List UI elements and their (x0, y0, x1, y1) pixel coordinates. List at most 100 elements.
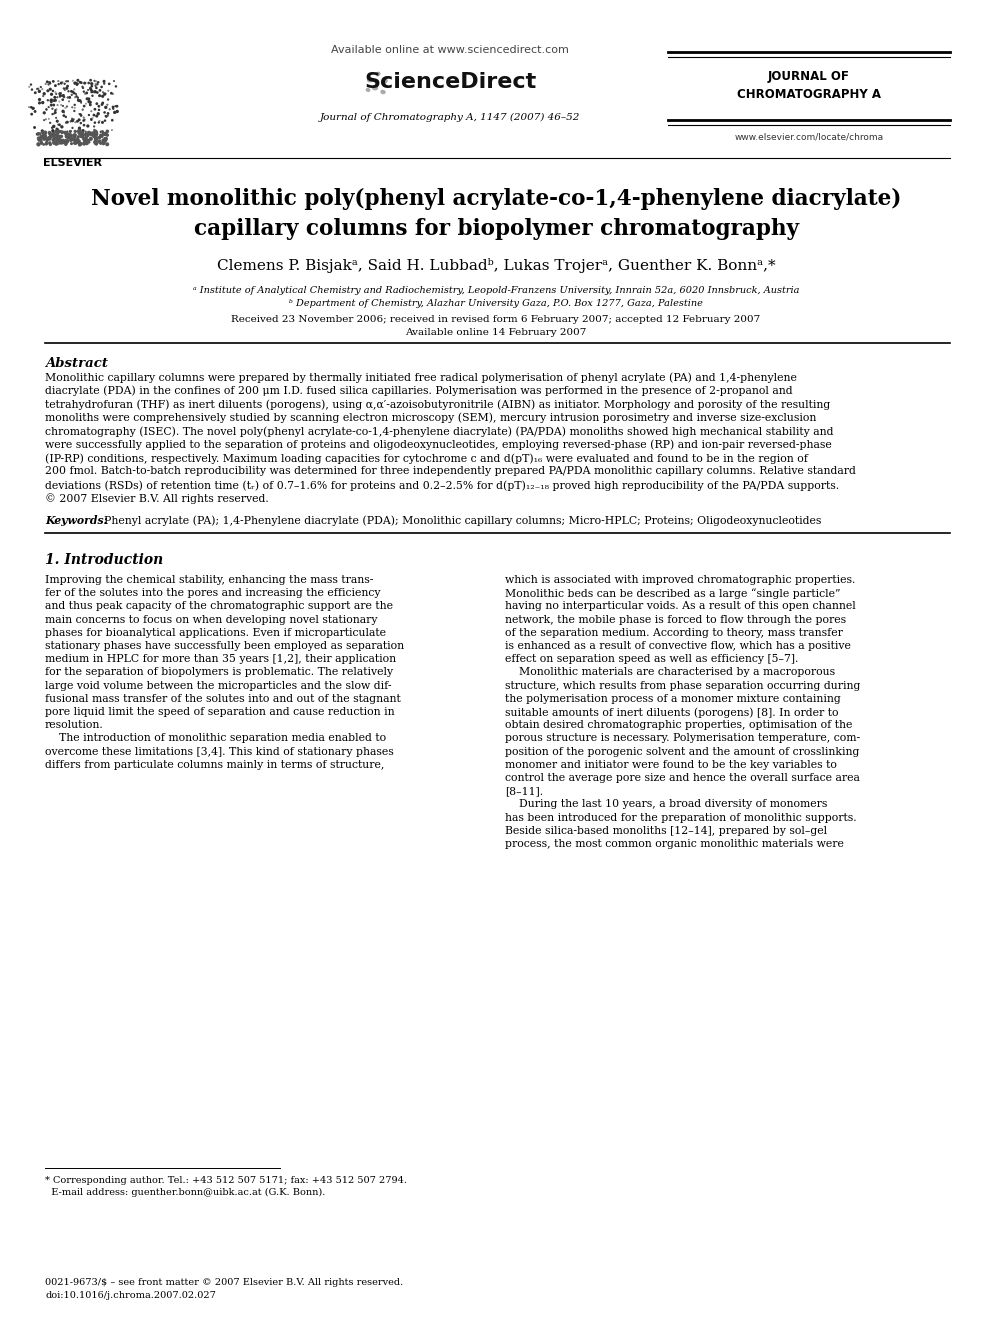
Text: 0021-9673/$ – see front matter © 2007 Elsevier B.V. All rights reserved.: 0021-9673/$ – see front matter © 2007 El… (45, 1278, 404, 1287)
Circle shape (65, 134, 68, 135)
Circle shape (69, 131, 71, 132)
Circle shape (62, 95, 63, 97)
Circle shape (50, 135, 53, 138)
Text: www.elsevier.com/locate/chroma: www.elsevier.com/locate/chroma (734, 134, 884, 142)
Circle shape (102, 139, 105, 142)
Circle shape (39, 99, 41, 101)
Circle shape (84, 142, 86, 143)
Circle shape (80, 115, 81, 116)
Circle shape (93, 134, 95, 135)
Text: were successfully applied to the separation of proteins and oligodeoxynucleotide: were successfully applied to the separat… (45, 439, 831, 450)
Text: which is associated with improved chromatographic properties.: which is associated with improved chroma… (505, 576, 855, 585)
Circle shape (51, 99, 53, 101)
Ellipse shape (383, 79, 387, 83)
Circle shape (107, 112, 109, 114)
Circle shape (96, 91, 98, 93)
Circle shape (96, 134, 98, 135)
Text: Phenyl acrylate (PA); 1,4-Phenylene diacrylate (PDA); Monolithic capillary colum: Phenyl acrylate (PA); 1,4-Phenylene diac… (97, 515, 821, 525)
Circle shape (90, 134, 93, 136)
Circle shape (48, 138, 51, 140)
Circle shape (101, 135, 103, 136)
Circle shape (97, 112, 99, 115)
Circle shape (61, 135, 62, 138)
Circle shape (43, 136, 45, 139)
Circle shape (52, 132, 55, 135)
Circle shape (45, 135, 47, 136)
Text: (IP-RP) conditions, respectively. Maximum loading capacities for cytochrome c an: (IP-RP) conditions, respectively. Maximu… (45, 452, 807, 463)
Circle shape (78, 142, 79, 143)
Text: obtain desired chromatographic properties, optimisation of the: obtain desired chromatographic propertie… (505, 720, 852, 730)
Circle shape (64, 140, 66, 142)
Circle shape (103, 81, 105, 82)
Circle shape (68, 138, 70, 139)
Circle shape (90, 83, 92, 85)
Text: Improving the chemical stability, enhancing the mass trans-: Improving the chemical stability, enhanc… (45, 576, 373, 585)
Circle shape (63, 115, 64, 116)
Circle shape (76, 139, 79, 142)
Circle shape (53, 142, 56, 144)
Circle shape (59, 135, 61, 138)
Circle shape (74, 131, 76, 132)
Circle shape (44, 112, 46, 114)
Circle shape (52, 130, 54, 132)
Text: stationary phases have successfully been employed as separation: stationary phases have successfully been… (45, 642, 404, 651)
Circle shape (68, 134, 70, 138)
Circle shape (116, 111, 118, 112)
Text: Monolithic beds can be described as a large “single particle”: Monolithic beds can be described as a la… (505, 589, 840, 599)
Text: has been introduced for the preparation of monolithic supports.: has been introduced for the preparation … (505, 812, 857, 823)
Text: Monolithic capillary columns were prepared by thermally initiated free radical p: Monolithic capillary columns were prepar… (45, 372, 797, 382)
Circle shape (100, 135, 102, 138)
Circle shape (50, 89, 52, 90)
Circle shape (111, 93, 112, 94)
Text: fer of the solutes into the pores and increasing the efficiency: fer of the solutes into the pores and in… (45, 589, 381, 598)
Circle shape (47, 81, 48, 82)
Circle shape (78, 101, 79, 102)
Text: deviations (RSDs) of retention time (tᵣ) of 0.7–1.6% for proteins and 0.2–2.5% f: deviations (RSDs) of retention time (tᵣ)… (45, 480, 839, 491)
Circle shape (41, 135, 43, 138)
Text: * Corresponding author. Tel.: +43 512 507 5171; fax: +43 512 507 2794.: * Corresponding author. Tel.: +43 512 50… (45, 1176, 407, 1185)
Text: structure, which results from phase separation occurring during: structure, which results from phase sepa… (505, 680, 860, 691)
Circle shape (61, 82, 62, 83)
Circle shape (73, 134, 75, 136)
Text: network, the mobile phase is forced to flow through the pores: network, the mobile phase is forced to f… (505, 615, 846, 624)
Circle shape (101, 122, 103, 123)
Text: Keywords:: Keywords: (45, 515, 107, 527)
Text: control the average pore size and hence the overall surface area: control the average pore size and hence … (505, 773, 860, 783)
Circle shape (114, 111, 116, 114)
Circle shape (104, 139, 107, 142)
Circle shape (62, 139, 64, 142)
Circle shape (79, 143, 82, 146)
Circle shape (105, 106, 107, 108)
Circle shape (62, 131, 63, 134)
Circle shape (56, 143, 58, 146)
Circle shape (55, 85, 57, 86)
Circle shape (63, 142, 65, 143)
Text: ScienceDirect: ScienceDirect (364, 71, 536, 93)
Circle shape (102, 140, 105, 144)
Circle shape (85, 138, 86, 140)
Circle shape (60, 131, 62, 132)
Circle shape (94, 130, 96, 132)
Circle shape (61, 142, 63, 144)
Text: ELSEVIER: ELSEVIER (44, 157, 102, 168)
Circle shape (95, 131, 97, 132)
Text: suitable amounts of inert diluents (porogens) [8]. In order to: suitable amounts of inert diluents (poro… (505, 706, 838, 717)
Circle shape (84, 82, 85, 83)
Text: capillary columns for biopolymer chromatography: capillary columns for biopolymer chromat… (193, 218, 799, 239)
Circle shape (72, 138, 75, 140)
Circle shape (87, 126, 88, 127)
Circle shape (58, 130, 60, 132)
Circle shape (76, 83, 78, 85)
Circle shape (62, 110, 64, 112)
Circle shape (37, 143, 40, 146)
Circle shape (88, 98, 89, 99)
Circle shape (88, 101, 90, 102)
Circle shape (43, 136, 45, 138)
Circle shape (49, 131, 51, 134)
Circle shape (85, 135, 87, 138)
Circle shape (66, 132, 67, 134)
Circle shape (61, 126, 62, 128)
Circle shape (41, 136, 43, 139)
Circle shape (89, 105, 91, 106)
Circle shape (44, 93, 46, 95)
